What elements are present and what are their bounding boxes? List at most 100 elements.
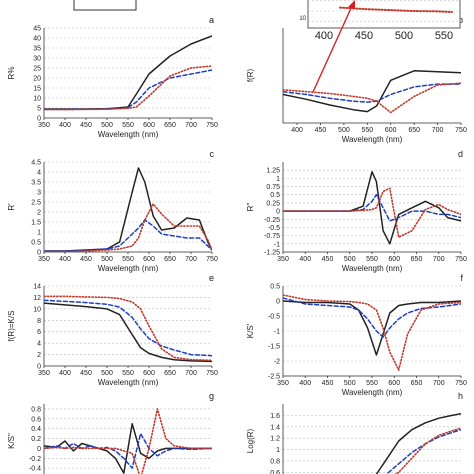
x-axis-label: Wavelength (nm) xyxy=(98,264,159,273)
y-tick-label: 35 xyxy=(33,46,41,53)
y-tick-label: 0.25 xyxy=(266,200,280,207)
inset-arrow xyxy=(312,5,353,93)
x-tick-label: 450 xyxy=(80,122,92,129)
y-tick-label: 1 xyxy=(276,176,280,183)
y-tick-label: 0.8 xyxy=(31,406,41,413)
y-tick-label: 0.5 xyxy=(31,240,41,247)
x-axis-label: Wavelength (nm) xyxy=(342,388,403,397)
panel-letter: b xyxy=(458,15,463,25)
x-tick-label: 550 xyxy=(366,380,378,387)
inset-y-tick-label: 10 xyxy=(299,16,306,22)
y-tick-label: 0 xyxy=(276,299,280,306)
y-tick-label: -1 xyxy=(274,241,280,248)
chart-panel-e: 0 2 4 6 8 10 12 14 350 400 450 500 550 600 650 700 750 Wa… xyxy=(7,273,218,387)
x-tick-label: 750 xyxy=(206,122,218,129)
x-tick-label: 350 xyxy=(38,370,50,377)
y-tick-label: -2.5 xyxy=(268,374,280,381)
y-tick-label: 14 xyxy=(33,284,41,291)
x-tick-label: 600 xyxy=(388,256,400,263)
y-tick-label: 2.5 xyxy=(31,200,41,207)
x-tick-label: 700 xyxy=(433,380,445,387)
y-tick-label: 4.5 xyxy=(31,160,41,167)
chart-panel-c: 0 0.5 1 1.5 2 2.5 3 3.5 4 4.5 350 400 450 500 550 600 65… xyxy=(7,149,218,273)
series-line-solid xyxy=(283,70,461,113)
x-tick-label: 450 xyxy=(322,256,334,263)
y-tick-label: -1.25 xyxy=(264,250,280,257)
y-tick-label: 4 xyxy=(37,341,41,348)
inset-arrow-head xyxy=(348,0,355,9)
x-tick-label: 650 xyxy=(411,380,423,387)
y-tick-label: 0.75 xyxy=(266,184,280,191)
y-tick-label: 0.6 xyxy=(270,470,280,474)
x-tick-label: 550 xyxy=(122,370,134,377)
inset-chart xyxy=(307,0,461,29)
x-tick-label: 350 xyxy=(277,380,289,387)
y-tick-label: -1.5 xyxy=(268,344,280,351)
chart-panel-f: -2.5 -2 -1.5 -1 -0.5 0 0.5 350 400 450 500 550 600 65… xyxy=(246,273,467,397)
y-tick-label: 20 xyxy=(33,76,41,83)
x-tick-label: 400 xyxy=(59,256,71,263)
y-axis-label: K/S' xyxy=(246,323,255,338)
y-tick-label: 12 xyxy=(33,295,41,302)
series-line-dotted xyxy=(44,408,212,474)
y-tick-label: -0.75 xyxy=(264,233,280,240)
y-tick-label: 1.2 xyxy=(270,436,280,443)
x-tick-label: 350 xyxy=(38,256,50,263)
y-tick-label: 0.6 xyxy=(31,416,41,423)
x-tick-label: 600 xyxy=(388,380,400,387)
x-tick-label: 450 xyxy=(80,370,92,377)
y-tick-label: 40 xyxy=(33,36,41,43)
x-axis-label: Wavelength (nm) xyxy=(98,378,159,387)
y-tick-label: 1 xyxy=(37,230,41,237)
series-line-dotted xyxy=(283,294,461,371)
x-tick-label: 750 xyxy=(206,256,218,263)
y-tick-label: 0.8 xyxy=(270,458,280,465)
y-tick-label: 0 xyxy=(37,116,41,123)
series-line-dashed xyxy=(385,428,461,474)
panel-letter: d xyxy=(458,149,463,159)
x-tick-label: 350 xyxy=(38,122,50,129)
y-axis-label: R' xyxy=(7,203,16,211)
series-line-dotted xyxy=(283,187,461,239)
y-axis-label: R" xyxy=(246,203,255,212)
panel-letter: c xyxy=(210,149,215,159)
x-tick-label: 750 xyxy=(455,380,467,387)
series-line-dotted xyxy=(44,203,212,252)
y-axis-label: Log(R) xyxy=(246,428,255,453)
y-tick-label: -2 xyxy=(274,359,280,366)
inset-frame xyxy=(307,0,461,29)
series-line-solid xyxy=(44,422,212,474)
x-tick-label: 350 xyxy=(277,256,289,263)
series-line-solid xyxy=(283,300,461,356)
x-tick-label: 700 xyxy=(185,370,197,377)
panel-letter: h xyxy=(458,391,463,401)
y-tick-label: -0.5 xyxy=(268,225,280,232)
y-tick-label: 3.5 xyxy=(31,180,41,187)
y-tick-label: -0.2 xyxy=(29,456,41,463)
x-tick-label: 450 xyxy=(322,380,334,387)
inset-x-tick-label: 450 xyxy=(355,30,373,42)
x-tick-label: 500 xyxy=(101,256,113,263)
series-line-dotted xyxy=(44,295,212,362)
y-tick-label: 15 xyxy=(33,86,41,93)
x-tick-label: 750 xyxy=(206,370,218,377)
x-tick-label: 750 xyxy=(455,256,467,263)
series-line-dashed xyxy=(44,432,212,469)
y-tick-label: -0.25 xyxy=(264,217,280,224)
x-tick-label: 500 xyxy=(101,370,113,377)
x-tick-label: 450 xyxy=(80,256,92,263)
panel-letter: a xyxy=(209,15,214,25)
x-tick-label: 400 xyxy=(299,256,311,263)
x-tick-label: 400 xyxy=(291,127,303,134)
x-tick-label: 500 xyxy=(101,122,113,129)
y-tick-label: 10 xyxy=(33,96,41,103)
y-tick-label: 5 xyxy=(37,106,41,113)
x-tick-label: 600 xyxy=(143,122,155,129)
x-tick-label: 700 xyxy=(185,256,197,263)
frame-fragment xyxy=(73,0,137,11)
x-tick-label: 750 xyxy=(455,127,467,134)
x-axis-label: Wavelength (nm) xyxy=(342,135,403,144)
